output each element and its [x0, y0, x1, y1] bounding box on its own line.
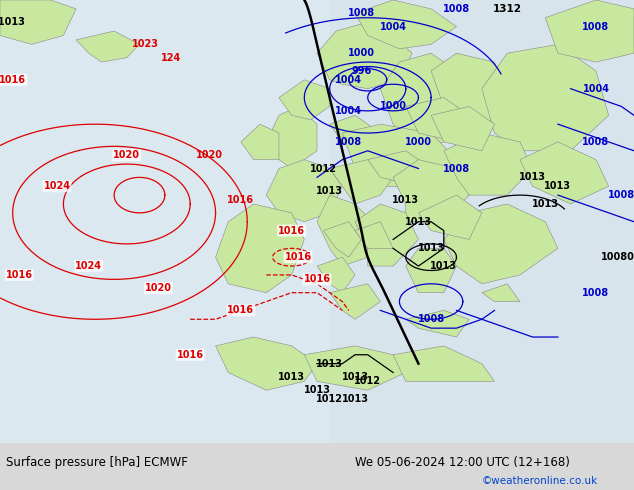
Text: 1016: 1016	[285, 252, 311, 262]
Text: 1008: 1008	[418, 314, 444, 324]
Polygon shape	[393, 346, 495, 381]
Text: 1016: 1016	[228, 305, 254, 316]
Text: 1013: 1013	[278, 372, 305, 382]
Polygon shape	[355, 204, 418, 266]
Text: 1013: 1013	[342, 372, 368, 382]
Polygon shape	[482, 284, 520, 301]
Text: 1013: 1013	[430, 261, 457, 271]
Text: 1008: 1008	[583, 288, 609, 298]
Text: 1013: 1013	[316, 359, 343, 368]
Text: 1016: 1016	[304, 274, 330, 284]
Polygon shape	[380, 53, 469, 151]
Text: 1008: 1008	[608, 190, 634, 200]
Text: 1000: 1000	[380, 101, 406, 111]
Polygon shape	[241, 124, 279, 160]
Polygon shape	[323, 221, 361, 257]
Text: 1013: 1013	[545, 181, 571, 191]
Text: 1008: 1008	[583, 22, 609, 32]
Text: 1024: 1024	[75, 261, 102, 271]
Polygon shape	[444, 133, 533, 195]
Polygon shape	[317, 195, 380, 266]
Text: 1013: 1013	[532, 199, 559, 209]
Text: 1016: 1016	[278, 225, 305, 236]
Polygon shape	[330, 284, 380, 319]
Text: 1016: 1016	[177, 350, 204, 360]
Text: 1012: 1012	[354, 376, 381, 387]
Text: 996: 996	[351, 66, 372, 76]
Text: 1013: 1013	[342, 394, 368, 404]
Text: 1008: 1008	[583, 137, 609, 147]
Text: 1013: 1013	[316, 186, 343, 196]
Text: 1000: 1000	[348, 48, 375, 58]
Bar	[0, 0, 330, 443]
Polygon shape	[368, 151, 431, 186]
Polygon shape	[279, 80, 330, 120]
Polygon shape	[545, 0, 634, 62]
Polygon shape	[520, 142, 609, 204]
Text: 01 1013: 01 1013	[0, 17, 25, 27]
Polygon shape	[431, 106, 495, 151]
Text: 1016: 1016	[0, 75, 26, 85]
Polygon shape	[317, 22, 412, 89]
Polygon shape	[0, 0, 76, 44]
Text: ©weatheronline.co.uk: ©weatheronline.co.uk	[482, 476, 598, 486]
Polygon shape	[216, 204, 304, 293]
Text: 1004: 1004	[380, 22, 406, 32]
Text: 1013: 1013	[392, 195, 419, 204]
Polygon shape	[355, 221, 393, 248]
Text: 124: 124	[161, 52, 181, 63]
Polygon shape	[266, 106, 317, 169]
Text: 1020: 1020	[145, 283, 172, 293]
Polygon shape	[342, 124, 456, 186]
Text: 1008: 1008	[335, 137, 362, 147]
Polygon shape	[418, 195, 482, 240]
Text: 1013: 1013	[304, 385, 330, 395]
Polygon shape	[266, 160, 342, 221]
Polygon shape	[304, 346, 406, 390]
Text: 1023: 1023	[133, 39, 159, 49]
Polygon shape	[431, 53, 507, 133]
Text: 1024: 1024	[44, 181, 70, 191]
Text: 1013: 1013	[519, 172, 546, 182]
Text: 1004: 1004	[335, 75, 362, 85]
Text: 1012: 1012	[316, 394, 343, 404]
Text: Surface pressure [hPa] ECMWF: Surface pressure [hPa] ECMWF	[6, 457, 188, 469]
Text: 1016: 1016	[228, 195, 254, 204]
Text: 1020: 1020	[196, 150, 223, 160]
Polygon shape	[330, 160, 393, 204]
Polygon shape	[355, 0, 456, 49]
Text: 1004: 1004	[583, 84, 609, 94]
Text: 1000: 1000	[405, 137, 432, 147]
Text: 1013: 1013	[418, 244, 444, 253]
Text: 1013: 1013	[405, 217, 432, 227]
Text: 1012: 1012	[310, 164, 337, 173]
Text: 100804: 100804	[601, 252, 634, 262]
Text: 1008: 1008	[443, 4, 470, 14]
Polygon shape	[406, 248, 456, 293]
Text: We 05-06-2024 12:00 UTC (12+168): We 05-06-2024 12:00 UTC (12+168)	[355, 457, 570, 469]
Text: 1008: 1008	[348, 8, 375, 18]
Text: 1312: 1312	[493, 4, 522, 14]
Polygon shape	[444, 204, 558, 284]
Text: 1016: 1016	[6, 270, 32, 280]
Polygon shape	[330, 115, 380, 151]
Text: 1008: 1008	[443, 164, 470, 173]
Polygon shape	[317, 257, 355, 293]
Polygon shape	[406, 98, 469, 142]
Text: 1020: 1020	[113, 150, 140, 160]
Polygon shape	[216, 337, 317, 390]
Polygon shape	[406, 311, 469, 337]
Polygon shape	[76, 31, 139, 62]
Text: 1004: 1004	[335, 106, 362, 116]
Polygon shape	[393, 160, 469, 221]
Polygon shape	[482, 44, 609, 151]
